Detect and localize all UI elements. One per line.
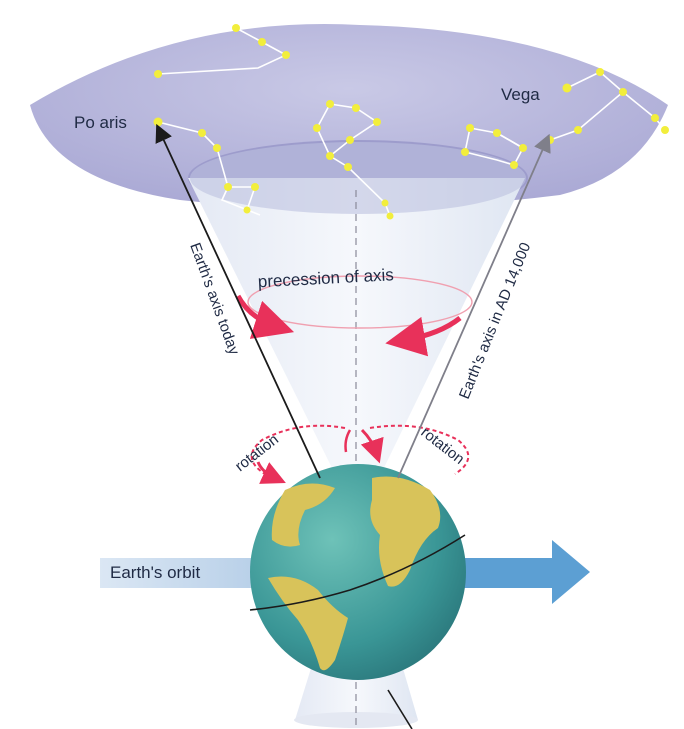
star-icon — [373, 118, 381, 126]
star-icon — [344, 163, 352, 171]
precession-arrow-right-icon — [385, 316, 462, 357]
precession-arrow-left-icon — [235, 294, 295, 339]
star-icon — [574, 126, 582, 134]
star-icon — [346, 136, 354, 144]
rotation-left-label: rotation — [232, 431, 282, 475]
star-icon — [562, 83, 572, 93]
orbit-arrow — [100, 540, 590, 604]
axis-future-line — [397, 133, 551, 479]
star-icon — [258, 38, 266, 46]
star-icon — [326, 152, 334, 160]
stars — [153, 24, 669, 220]
earth-orbit-label: Earth's orbit — [110, 563, 200, 582]
orbit-arrow-head-icon — [455, 540, 590, 604]
star-icon — [154, 70, 162, 78]
star-icon — [381, 199, 389, 207]
star-icon — [352, 104, 360, 112]
axis-today-lower — [387, 689, 413, 729]
star-icon — [282, 51, 290, 59]
star-icon — [232, 24, 240, 32]
vega-label: Vega — [501, 85, 540, 104]
star-icon — [493, 129, 501, 137]
star-icon — [519, 144, 527, 152]
rotation-arcs — [250, 424, 470, 484]
star-icon — [313, 124, 321, 132]
star-icon — [386, 212, 394, 220]
star-icon — [596, 68, 604, 76]
star-icon — [224, 183, 232, 191]
star-icon — [461, 148, 469, 156]
precession-circle — [235, 275, 473, 357]
star-icon — [510, 161, 518, 169]
rotation-arrow-left-icon — [256, 461, 286, 484]
star-icon — [661, 126, 669, 134]
rotation-right-label: rotation — [418, 424, 468, 468]
star-icon — [326, 100, 334, 108]
axis-today-line — [155, 123, 321, 479]
rotation-arrow-right-icon — [360, 428, 384, 464]
star-icon — [251, 183, 259, 191]
star-icon — [619, 88, 627, 96]
polaris-label: Po aris — [74, 113, 127, 132]
star-icon — [213, 144, 221, 152]
star-icon — [153, 117, 163, 127]
star-icon — [198, 129, 206, 137]
star-icon — [546, 136, 554, 144]
earth-globe-icon — [249, 464, 466, 680]
star-icon — [651, 114, 659, 122]
star-icon — [466, 124, 474, 132]
star-icon — [243, 206, 251, 214]
